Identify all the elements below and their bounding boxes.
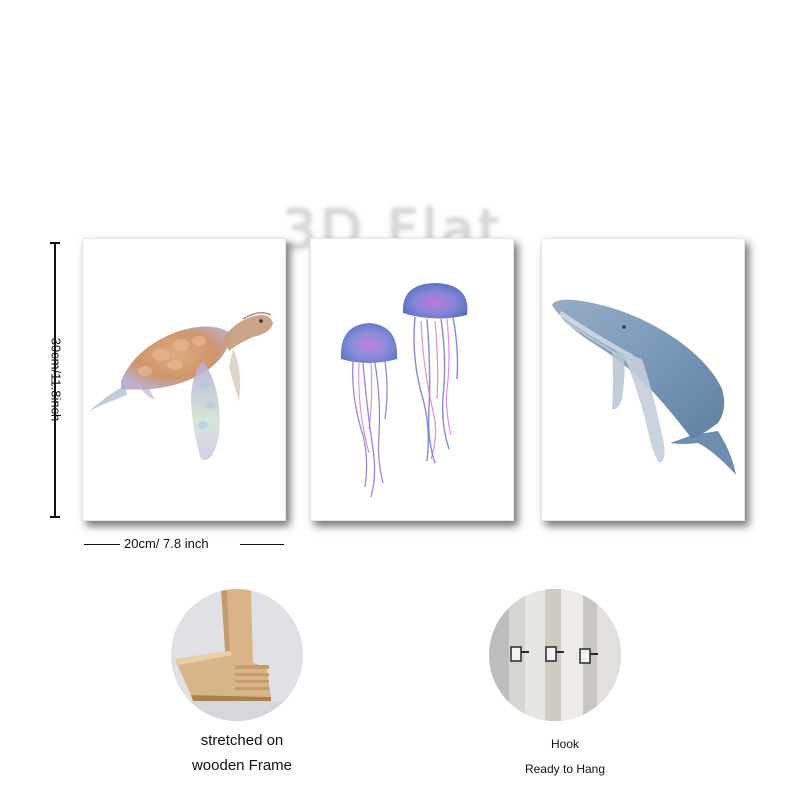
- whale-illustration: [552, 299, 736, 475]
- width-dimension-line-right: [240, 544, 284, 545]
- hook-caption-line-1: Hook: [550, 737, 579, 751]
- width-dimension-label: 20cm/ 7.8 inch: [124, 536, 209, 551]
- width-dimension-line-left: [84, 544, 120, 545]
- turtle-illustration: [89, 312, 273, 460]
- height-dimension-cap-top: [50, 242, 60, 244]
- frame-caption-line-2: wooden Frame: [191, 757, 293, 774]
- hook-caption-line-2: Ready to Hang: [524, 762, 606, 776]
- height-dimension-cap-bottom: [50, 516, 60, 518]
- jellyfish-illustration: [340, 283, 468, 498]
- wooden-frame-detail-photo: [171, 589, 303, 721]
- hook-detail-photo: [489, 589, 621, 721]
- frame-caption-line-1: stretched on: [200, 732, 284, 749]
- canvas-whale-painting: [541, 238, 745, 521]
- canvas-turtle-painting: [82, 238, 286, 521]
- canvas-jellyfish-painting: [310, 238, 514, 521]
- height-dimension-line: [54, 242, 56, 518]
